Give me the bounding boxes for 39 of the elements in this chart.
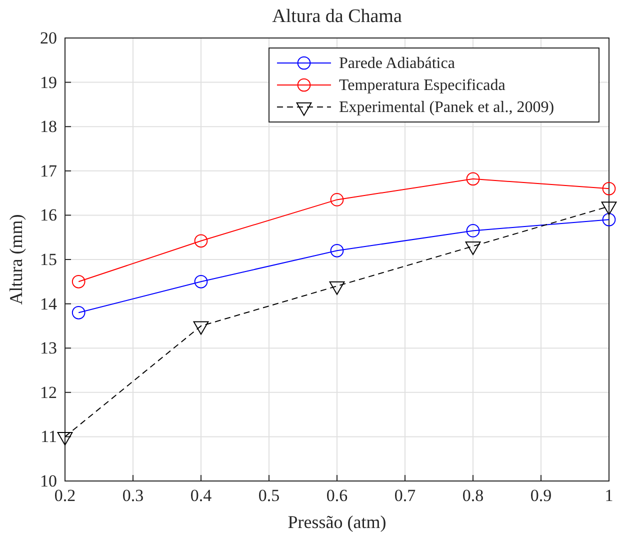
- y-tick-label: 13: [40, 338, 57, 358]
- y-tick-label: 16: [40, 206, 57, 225]
- y-tick-label: 12: [40, 382, 57, 402]
- point: [602, 212, 616, 226]
- x-tick-label: 0.7: [394, 486, 416, 506]
- y-axis-title: Altura (mm): [6, 214, 26, 305]
- x-tick-label: 0.4: [190, 486, 212, 506]
- y-tick-label: 10: [40, 471, 57, 490]
- x-tick-label: 0.9: [530, 486, 552, 506]
- legend-label: Parede Adiabática: [339, 55, 455, 72]
- y-tick-label: 14: [40, 294, 58, 314]
- point: [330, 244, 344, 258]
- y-tick-label: 17: [40, 161, 58, 180]
- point: [466, 172, 480, 186]
- legend-label: Experimental (Panek et al., 2009): [339, 99, 554, 116]
- point: [193, 321, 209, 335]
- point: [57, 432, 73, 446]
- point: [466, 224, 480, 238]
- x-tick-label: 0.6: [326, 486, 348, 506]
- point: [330, 193, 344, 206]
- point: [329, 281, 345, 295]
- point: [602, 182, 616, 196]
- y-tick-label: 11: [40, 427, 57, 446]
- point: [194, 274, 208, 288]
- chart-title: Altura da Chama: [272, 6, 402, 27]
- y-tick-label: 18: [40, 117, 57, 136]
- point: [72, 306, 86, 320]
- x-tick-label: 0.2: [54, 486, 76, 506]
- y-tick-label: 20: [40, 28, 57, 48]
- x-tick-label: 0.3: [122, 486, 144, 506]
- x-tick-label: 0.5: [258, 486, 280, 506]
- y-tick-label: 15: [40, 250, 57, 269]
- y-tick-label: 19: [40, 72, 57, 92]
- point: [72, 274, 86, 288]
- x-tick-label: 0.8: [462, 486, 484, 506]
- x-axis-title: Pressão (atm): [288, 512, 386, 532]
- point: [194, 234, 208, 248]
- x-tick-label: 1: [604, 486, 614, 506]
- legend-label: Temperatura Especificada: [339, 77, 506, 94]
